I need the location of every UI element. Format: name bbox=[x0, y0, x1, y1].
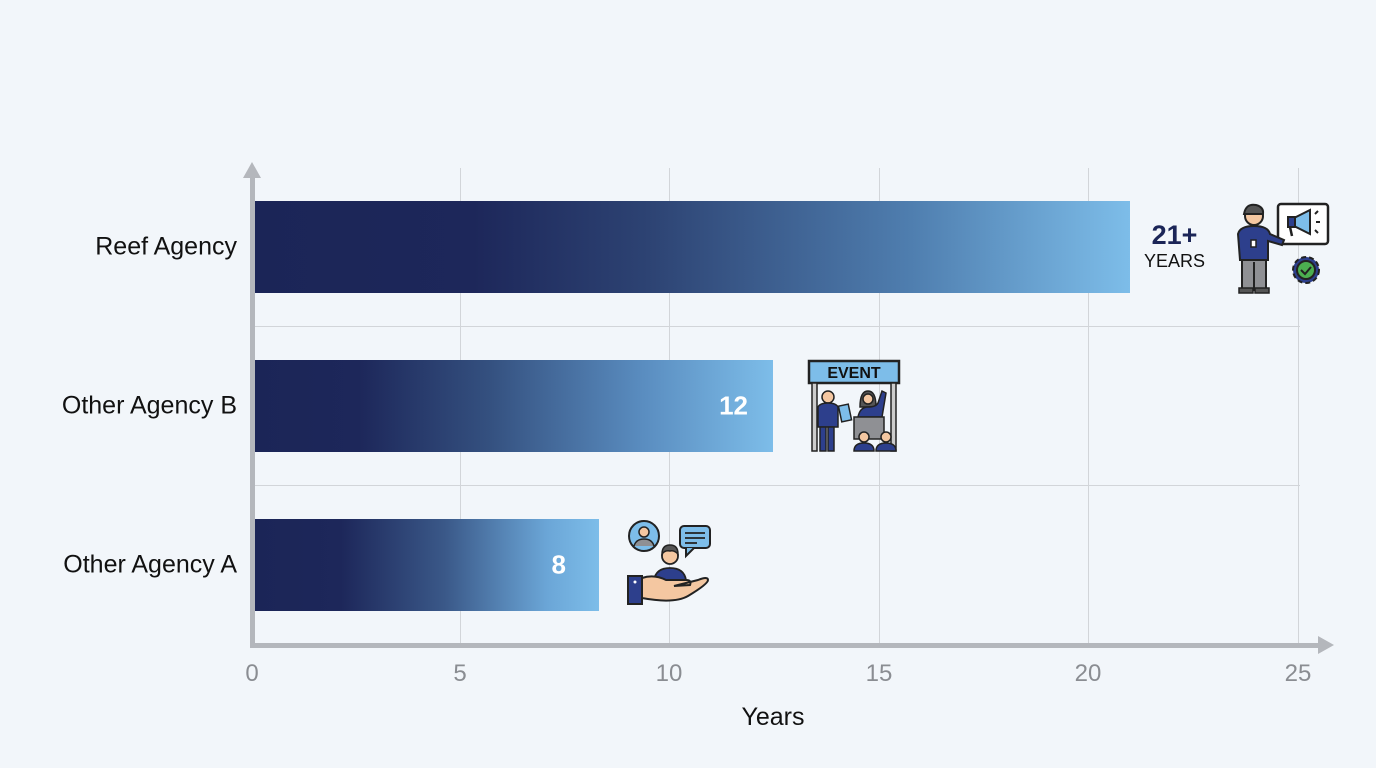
category-label-reef: Reef Agency bbox=[95, 232, 237, 261]
gridline-y-2 bbox=[254, 485, 1300, 486]
x-tick-0: 0 bbox=[245, 660, 259, 687]
reef-value-number: 21+ bbox=[1151, 220, 1198, 250]
bar-other-agency-b: 12 bbox=[255, 360, 773, 452]
category-label-agency-a: Other Agency A bbox=[63, 550, 237, 579]
x-axis bbox=[250, 643, 1320, 648]
bar-other-agency-a: 8 bbox=[255, 519, 599, 611]
bar-value-agency-b: 12 bbox=[719, 390, 748, 421]
event-booth-icon: EVENT bbox=[807, 359, 901, 452]
bar-reef-agency bbox=[255, 201, 1130, 293]
gridline-x-25 bbox=[1298, 168, 1299, 646]
x-tick-25: 25 bbox=[1284, 660, 1312, 687]
gridline-x-20 bbox=[1088, 168, 1089, 646]
bar-value-agency-a: 8 bbox=[551, 549, 566, 580]
event-sign-text: EVENT bbox=[827, 365, 881, 382]
y-axis-arrow-icon bbox=[243, 162, 261, 178]
y-axis bbox=[250, 176, 255, 648]
reef-value-unit: YEARS bbox=[1144, 251, 1206, 271]
category-label-agency-b: Other Agency B bbox=[61, 391, 237, 420]
presenter-megaphone-icon bbox=[1236, 202, 1330, 294]
x-tick-5: 5 bbox=[453, 660, 467, 687]
bar-value-reef: 21+ YEARS bbox=[1144, 220, 1205, 272]
gridline-y-1 bbox=[254, 326, 1300, 327]
x-tick-15: 15 bbox=[865, 660, 893, 687]
customer-care-hand-icon bbox=[627, 520, 711, 605]
x-axis-title: Years bbox=[741, 703, 805, 731]
x-axis-arrow-icon bbox=[1318, 636, 1334, 654]
x-tick-10: 10 bbox=[655, 660, 683, 687]
x-tick-20: 20 bbox=[1074, 660, 1102, 687]
